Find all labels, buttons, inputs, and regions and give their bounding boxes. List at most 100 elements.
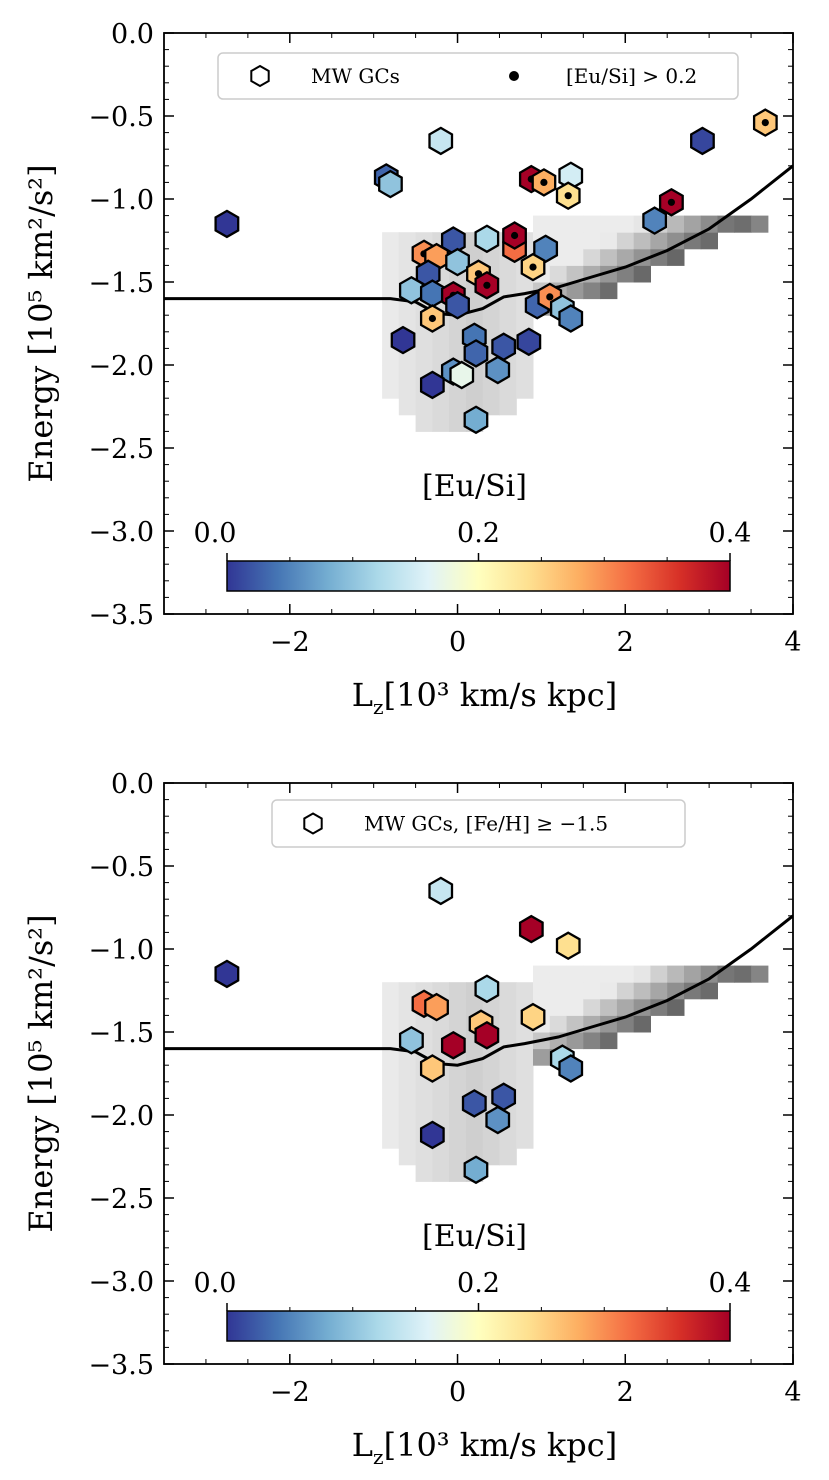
density-cell [566, 215, 584, 233]
density-cell [600, 282, 618, 300]
density-cell [566, 982, 584, 1000]
density-cell [398, 1131, 417, 1149]
density-cell [465, 1115, 484, 1133]
density-cell [516, 1115, 534, 1133]
density-cell [533, 1048, 551, 1066]
density-cell [449, 1015, 467, 1033]
density-cell [415, 1164, 433, 1182]
density-cell [499, 265, 517, 283]
density-cell [734, 215, 752, 233]
eusi-dot-marker [510, 231, 519, 240]
gc-hexagon [518, 914, 544, 944]
x-axis-label-rest: [10³ km/s kpc] [384, 1426, 618, 1464]
density-cell [516, 1048, 534, 1066]
density-cell [566, 965, 584, 983]
density-cell [533, 215, 551, 233]
density-cell [566, 248, 584, 266]
density-cell [398, 232, 417, 250]
density-cell [382, 1098, 400, 1116]
colorbar-tick-label: 0.4 [709, 1268, 752, 1299]
density-cell [415, 1148, 433, 1166]
gc-hexagon [533, 234, 559, 264]
y-tick-label: −2.0 [88, 351, 154, 382]
legend: MW GCs, [Fe/H] ≥ −1.5 [271, 799, 686, 848]
density-cell [499, 315, 517, 333]
density-cell [499, 998, 517, 1016]
density-cell [398, 1148, 417, 1166]
density-cell [667, 998, 685, 1016]
x-tick-label: 2 [617, 627, 634, 658]
x-axis-label-sub: z [373, 695, 384, 719]
colorbar-tick-label: 0.2 [457, 1268, 500, 1299]
colorbar-tick-label: 0.0 [194, 1268, 237, 1299]
density-cell [415, 414, 433, 432]
gc-hexagon [642, 206, 668, 235]
density-cell [533, 982, 551, 1000]
density-cell [583, 215, 601, 233]
gc-hexagon [428, 126, 454, 156]
density-cell [583, 965, 601, 983]
density-cell [516, 982, 534, 1000]
density-cell [600, 998, 618, 1016]
density-cell [549, 982, 568, 1000]
density-cell [516, 1131, 534, 1149]
legend-box [217, 52, 739, 100]
y-tick-label: −1.0 [88, 935, 154, 966]
density-cell [516, 1098, 534, 1116]
density-cell [667, 965, 685, 983]
gc-hexagon [214, 959, 240, 989]
density-cell [449, 1131, 467, 1149]
gc-hexagon [485, 1105, 511, 1135]
density-cell [700, 215, 718, 233]
eusi-dot-marker [564, 192, 572, 200]
density-cell [482, 1148, 500, 1166]
density-cell [432, 398, 450, 416]
density-cell [633, 1015, 651, 1033]
density-cell [700, 965, 718, 983]
density-cell [382, 265, 400, 283]
density-cell [633, 232, 651, 250]
density-cell [583, 1032, 601, 1050]
density-cell [415, 1098, 433, 1116]
gc-hexagon [491, 1082, 517, 1112]
eusi-dot-marker [761, 119, 769, 127]
density-cell [432, 1148, 450, 1166]
gc-hexagon [398, 275, 424, 305]
density-cell [667, 248, 685, 266]
colorbar: [Eu/Si] 0.0 0.2 0.4 [194, 1219, 752, 1342]
eusi-dot-marker [483, 281, 491, 289]
density-cell [549, 965, 568, 983]
density-cell [616, 232, 635, 250]
density-cell [616, 248, 635, 266]
density-cell [415, 1081, 433, 1099]
density-cell [382, 998, 400, 1016]
gc-hexagon [558, 304, 584, 333]
gc-hexagon [558, 1054, 584, 1083]
density-cell [382, 1115, 400, 1133]
density-cell [566, 998, 584, 1016]
legend-label: MW GCs [311, 64, 400, 88]
density-cell [549, 1015, 568, 1033]
density-cell [398, 1098, 417, 1116]
density-cell [516, 1032, 534, 1050]
x-axis-label: Lz[10³ km/s kpc] [352, 676, 617, 719]
legend-hexagon-icon [303, 812, 323, 835]
density-cell [633, 965, 651, 983]
colorbar-bar [226, 560, 731, 592]
density-cell [499, 298, 517, 316]
density-cell [398, 398, 417, 416]
y-tick-label: −2.5 [88, 1184, 154, 1215]
density-cell [583, 982, 601, 1000]
density-cell [465, 381, 484, 399]
density-cell [382, 1131, 400, 1149]
density-cell [751, 965, 769, 983]
density-cell [449, 1164, 467, 1182]
density-cell [633, 265, 651, 283]
y-tick-label: −2.5 [88, 434, 154, 465]
density-cell [549, 215, 568, 233]
colorbar-tick-label: 0.4 [709, 518, 752, 549]
eusi-dot-marker [540, 178, 548, 186]
density-cell [700, 982, 718, 1000]
axes-frame [163, 782, 794, 1365]
